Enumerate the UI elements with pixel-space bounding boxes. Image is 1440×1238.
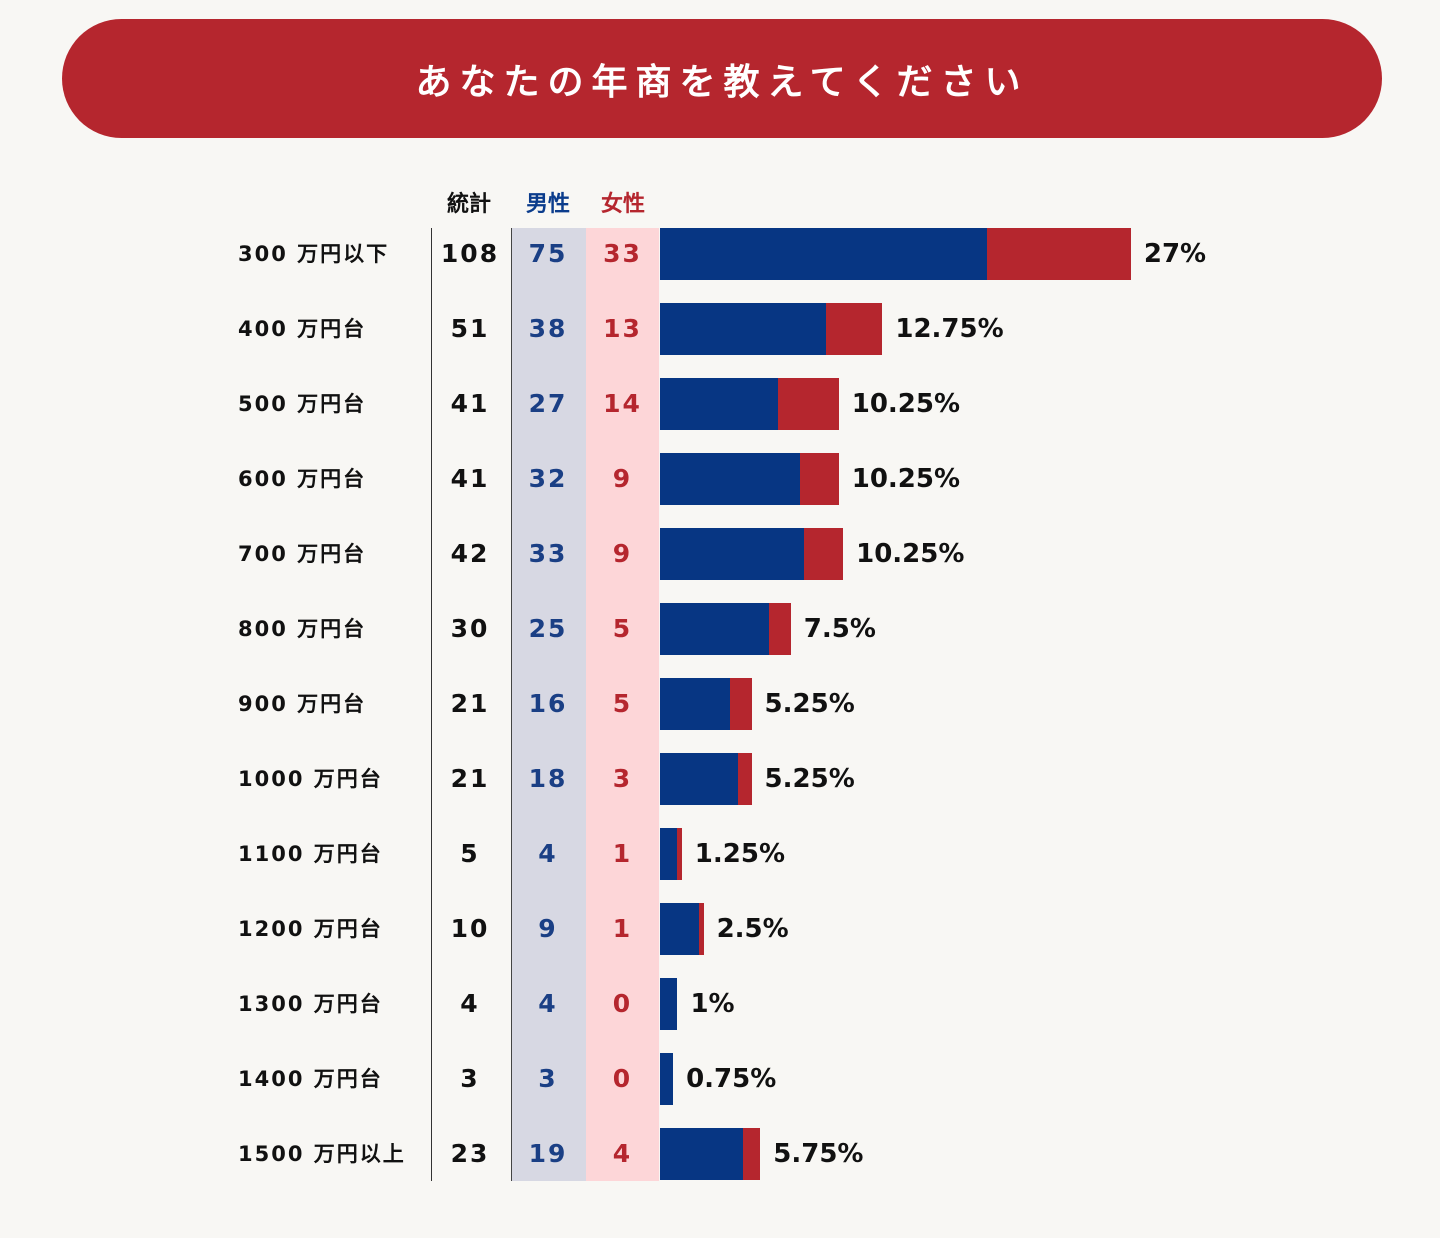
female-bar xyxy=(769,603,791,655)
percent-label: 0.75% xyxy=(686,1064,777,1094)
male-value: 75 xyxy=(528,239,568,268)
female-bar xyxy=(799,453,839,505)
percent-label: 7.5% xyxy=(803,614,876,644)
label-divider xyxy=(431,228,432,1181)
female-bar xyxy=(677,828,682,880)
female-bar xyxy=(803,528,844,580)
male-value: 4 xyxy=(538,989,558,1018)
female-bar xyxy=(729,678,752,730)
male-bar xyxy=(660,1053,674,1105)
category-label: 1000 万円台 xyxy=(238,767,383,791)
male-bar xyxy=(660,303,826,355)
total-value: 108 xyxy=(440,239,500,268)
total-value: 5 xyxy=(460,839,480,868)
male-value: 33 xyxy=(528,539,568,568)
percent-label: 10.25% xyxy=(851,389,961,419)
category-label: 900 万円台 xyxy=(238,692,367,716)
percent-label: 27% xyxy=(1143,239,1207,269)
male-bar xyxy=(660,978,678,1030)
female-value: 9 xyxy=(612,539,633,568)
female-value: 9 xyxy=(612,464,633,493)
male-bar xyxy=(660,453,800,505)
female-bar xyxy=(742,1128,761,1180)
percent-label: 5.75% xyxy=(773,1139,864,1169)
total-value: 10 xyxy=(450,914,490,943)
category-label: 500 万円台 xyxy=(238,392,367,416)
male-column-header: 男性 xyxy=(525,192,570,217)
category-label: 1100 万円台 xyxy=(238,842,383,866)
female-column-header: 女性 xyxy=(600,192,645,217)
percent-label: 1% xyxy=(690,989,735,1019)
female-value: 1 xyxy=(612,839,633,868)
male-value: 38 xyxy=(528,314,568,343)
male-bar xyxy=(660,903,700,955)
male-bar xyxy=(660,228,987,280)
male-value: 19 xyxy=(528,1139,568,1168)
male-bar xyxy=(660,678,730,730)
female-value: 0 xyxy=(612,1064,633,1093)
total-value: 23 xyxy=(450,1139,490,1168)
category-label: 700 万円台 xyxy=(238,542,367,566)
female-value: 0 xyxy=(612,989,633,1018)
male-bar xyxy=(660,528,804,580)
female-value: 33 xyxy=(603,239,642,268)
male-bar xyxy=(660,753,739,805)
total-value: 4 xyxy=(460,989,480,1018)
title-banner: あなたの年商を教えてください xyxy=(62,19,1382,138)
male-value: 25 xyxy=(528,614,568,643)
female-value: 5 xyxy=(612,614,633,643)
male-value: 9 xyxy=(538,914,558,943)
male-value: 27 xyxy=(528,389,568,418)
female-bar xyxy=(738,753,752,805)
female-value: 13 xyxy=(603,314,642,343)
total-column-header: 統計 xyxy=(446,192,491,217)
category-label: 1400 万円台 xyxy=(238,1067,383,1091)
total-value: 51 xyxy=(450,314,490,343)
percent-label: 1.25% xyxy=(694,839,785,869)
total-value: 30 xyxy=(450,614,490,643)
percent-label: 10.25% xyxy=(856,539,965,569)
category-label: 300 万円以下 xyxy=(238,242,390,266)
category-label: 1500 万円以上 xyxy=(238,1142,406,1166)
male-bar xyxy=(660,378,778,430)
female-bar xyxy=(699,903,704,955)
male-bar xyxy=(660,603,769,655)
total-value: 21 xyxy=(450,764,490,793)
female-bar xyxy=(987,228,1131,280)
total-value: 41 xyxy=(450,389,490,418)
percent-label: 12.75% xyxy=(895,314,1004,344)
category-label: 1300 万円台 xyxy=(238,992,383,1016)
category-label: 400 万円台 xyxy=(238,317,367,341)
female-column-background xyxy=(586,228,659,1181)
male-bar xyxy=(660,828,678,880)
male-value: 16 xyxy=(528,689,568,718)
female-value: 4 xyxy=(612,1139,633,1168)
category-label: 1200 万円台 xyxy=(238,917,383,941)
percent-label: 2.5% xyxy=(716,914,789,944)
percent-label: 5.25% xyxy=(764,764,855,794)
male-value: 4 xyxy=(538,839,558,868)
male-value: 3 xyxy=(538,1064,558,1093)
female-bar xyxy=(777,378,839,430)
percent-label: 5.25% xyxy=(764,689,855,719)
female-bar xyxy=(825,303,883,355)
percent-label: 10.25% xyxy=(851,464,961,494)
total-value: 42 xyxy=(450,539,490,568)
male-value: 18 xyxy=(528,764,568,793)
page-title: あなたの年商を教えてください xyxy=(415,61,1029,103)
female-value: 14 xyxy=(603,389,642,418)
category-label: 800 万円台 xyxy=(238,617,367,641)
male-value: 32 xyxy=(528,464,568,493)
female-value: 1 xyxy=(612,914,633,943)
female-value: 3 xyxy=(612,764,633,793)
total-value: 41 xyxy=(450,464,490,493)
total-value: 21 xyxy=(450,689,490,718)
total-value: 3 xyxy=(460,1064,480,1093)
female-value: 5 xyxy=(612,689,633,718)
male-bar xyxy=(660,1128,743,1180)
category-label: 600 万円台 xyxy=(238,467,367,491)
